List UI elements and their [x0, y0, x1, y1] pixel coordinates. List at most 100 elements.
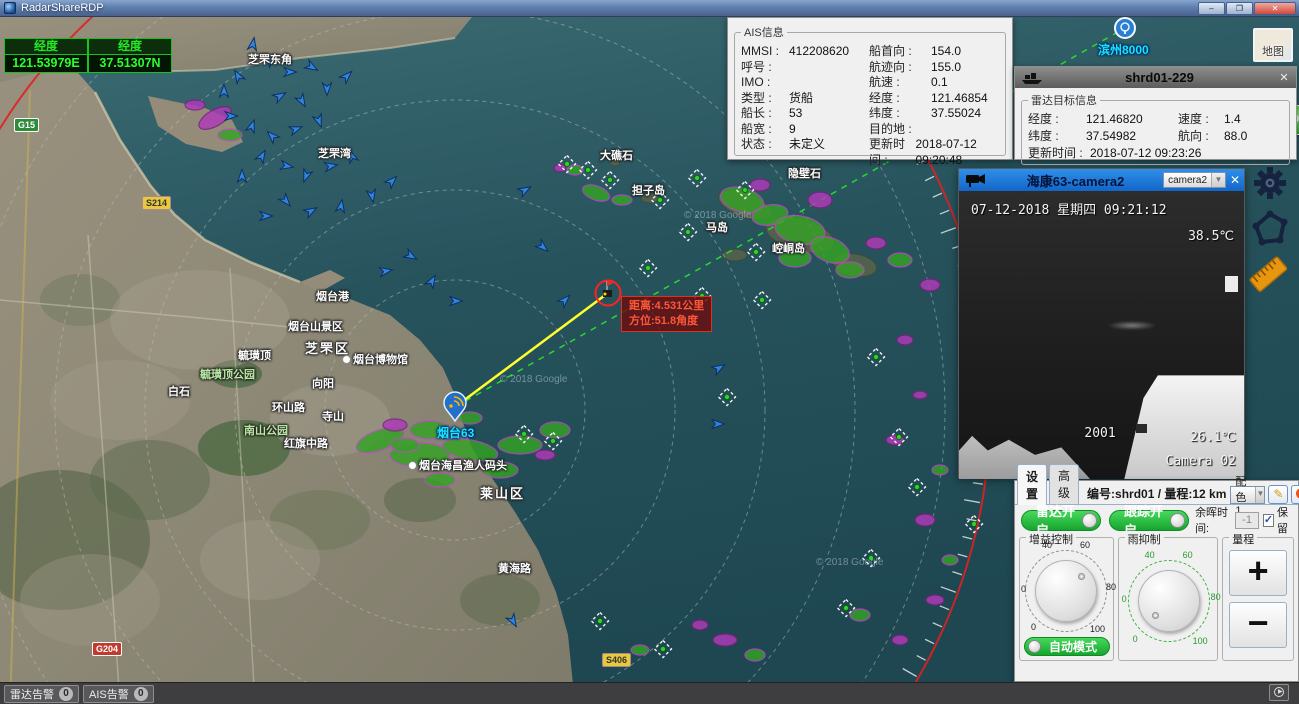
radar-alarm-label: 雷达告警 [10, 688, 54, 701]
record-playback-button[interactable]: ▶ [1269, 684, 1289, 701]
map-style-label: 地图 [1262, 46, 1284, 58]
field-row: 经度 : 121.46820 [1028, 112, 1178, 129]
camera-select[interactable]: camera2 ▼ [1163, 172, 1226, 188]
field-value: 1.4 [1224, 112, 1241, 126]
gain-knob[interactable] [1035, 560, 1097, 622]
range-minus-button[interactable]: − [1229, 602, 1288, 648]
minimize-button[interactable]: – [1198, 2, 1225, 15]
field-label: 类型 : [741, 90, 772, 105]
rain-knob-indicator [1151, 611, 1159, 619]
field-row: 航向 : 88.0 [1178, 129, 1283, 146]
color-scheme-select[interactable]: 配色1 ▼ [1230, 476, 1266, 517]
field-label: 船宽 : [741, 121, 772, 136]
field-value: 2018-07-12 09:20:48 [915, 137, 977, 167]
rain-suppression-group: 雨抑制 40 60 0 80 0 100 [1117, 531, 1221, 661]
field-label: IMO : [741, 75, 771, 89]
gain-tick: 80 [1106, 582, 1117, 592]
toggle-knob [1028, 640, 1041, 653]
radar-control-panel: 设置 高级 编号:shrd01 / 量程:12 km 配色1 ▼ ✎ ✕ 雷达开… [1014, 464, 1299, 682]
gain-knob-indicator [1078, 573, 1085, 580]
gain-tick: 100 [1090, 624, 1106, 634]
camera-video-feed[interactable]: 07-12-2018 星期四 09:21:12 38.5℃ 2001 26.1℃… [959, 191, 1244, 479]
osd-camera-label: Camera 02 [1165, 454, 1236, 469]
field-label: 更新时间 : [869, 137, 906, 167]
ais-alarm-button[interactable]: AIS告警 0 [83, 684, 154, 703]
window-titlebar[interactable]: RadarShareRDP [0, 0, 1299, 17]
rain-tick: 60 [1182, 550, 1193, 560]
field-row: 航速 : 0.1 [869, 75, 999, 91]
rain-group-title: 雨抑制 [1124, 531, 1164, 547]
rain-tick: 0 [1132, 634, 1138, 644]
rain-tick-ring [1127, 560, 1210, 642]
field-row: 更新时间 : 2018-07-12 09:20:48 [869, 137, 999, 167]
close-button[interactable]: ✕ [1254, 2, 1296, 15]
camera-close-icon[interactable]: ✕ [1229, 173, 1241, 187]
field-value: 121.46820 [1086, 112, 1143, 126]
record-button[interactable] [1291, 485, 1299, 504]
radar-power-toggle[interactable]: 雷达开启 [1021, 504, 1102, 538]
camera-title: 海康63-camera2 [1026, 173, 1125, 189]
map-style-button[interactable]: 地图 [1253, 28, 1293, 62]
field-value: 0.1 [931, 75, 948, 89]
field-value: 154.0 [931, 44, 962, 58]
field-row: 经度 : 121.46854 [869, 91, 999, 107]
radar-target-group-title: 雷达目标信息 [1031, 95, 1097, 107]
field-label: 目的地 : [869, 121, 912, 136]
ais-panel-title: AIS信息 [744, 27, 784, 39]
field-label: MMSI : [741, 44, 779, 58]
camera-icon [966, 174, 985, 187]
afterglow-input[interactable]: -1 [1235, 511, 1259, 529]
lon-value: 121.53979E [4, 55, 88, 73]
radar-id-range-label: 编号:shrd01 / 量程:12 km [1087, 487, 1227, 501]
radar-target-time-row: 更新时间 : 2018-07-12 09:23:26 [1028, 146, 1283, 162]
osd-temp-bottom: 26.1℃ [1190, 430, 1236, 445]
camera-panel-header[interactable]: 海康63-camera2 camera2 ▼ ✕ [959, 169, 1244, 191]
field-value: 53 [789, 106, 803, 120]
thermal-building-window [1136, 423, 1148, 433]
field-label: 船长 : [741, 106, 772, 120]
range-plus-button[interactable]: + [1229, 550, 1288, 596]
field-label: 纬度 : [1028, 129, 1059, 143]
app-icon [4, 2, 16, 14]
ais-info-panel: AIS信息 MMSI : 412208620 呼号 : IMO : 类型 : 货船 船长 :… [727, 17, 1013, 167]
thermal-white-square [1225, 276, 1238, 292]
rain-knob[interactable] [1137, 570, 1200, 632]
rain-tick: 100 [1192, 636, 1208, 646]
ais-alarm-count: 0 [133, 686, 148, 701]
field-row: 船长 : 53 [741, 106, 869, 122]
field-value: 2018-07-12 09:23:26 [1090, 146, 1202, 160]
auto-mode-toggle[interactable]: 自动模式 [1024, 637, 1111, 656]
lon-header: 经度 [4, 38, 88, 55]
range-group-title: 量程 [1229, 531, 1258, 547]
radar-target-right-column: 速度 : 1.4 航向 : 88.0 [1178, 112, 1283, 146]
tab-advanced[interactable]: 高级 [1049, 464, 1080, 504]
field-value: 121.46854 [931, 90, 988, 105]
field-row: 速度 : 1.4 [1178, 112, 1283, 129]
alarm-bar: 雷达告警 0 AIS告警 0 [0, 682, 1299, 704]
field-row: MMSI : 412208620 [741, 44, 869, 60]
field-label: 纬度 : [869, 106, 900, 120]
toggle-knob [1170, 512, 1186, 528]
radar-target-header[interactable]: shrd01-229 ✕ [1015, 67, 1296, 88]
radar-alarm-button[interactable]: 雷达告警 0 [4, 684, 79, 703]
restore-button[interactable]: ❐ [1226, 2, 1253, 15]
radar-target-close-icon[interactable]: ✕ [1279, 72, 1289, 84]
rain-tick: 80 [1210, 592, 1221, 602]
measure-bearing: 方位:51.8角度 [629, 315, 699, 327]
gain-tick: 40 [1042, 540, 1053, 550]
ruler-measure-icon[interactable] [1246, 252, 1292, 303]
cursor-coordinates: 经度 121.53979E 经度 37.51307N [4, 38, 172, 73]
tab-settings[interactable]: 设置 [1017, 464, 1048, 505]
radar-target-panel: shrd01-229 ✕ 雷达目标信息 经度 : 121.46820 纬度 : 37.… [1014, 66, 1297, 165]
settings-gear-icon[interactable] [1251, 163, 1289, 208]
osd-temp-top: 38.5℃ [1188, 229, 1234, 244]
osd-datetime: 07-12-2018 星期四 09:21:12 [971, 203, 1167, 218]
radar-target-left-column: 经度 : 121.46820 纬度 : 37.54982 [1028, 112, 1178, 146]
tracking-toggle[interactable]: 跟踪开启 [1109, 504, 1190, 538]
afterglow-label: 余晖时间: [1195, 507, 1229, 535]
brush-tool-button[interactable]: ✎ [1268, 485, 1289, 504]
keep-checkbox[interactable]: ✓ [1262, 513, 1275, 527]
ais-left-column: MMSI : 412208620 呼号 : IMO : 类型 : 货船 船长 : 53 船宽 :… [741, 44, 869, 153]
field-value: 88.0 [1224, 129, 1248, 143]
polygon-area-icon[interactable] [1252, 210, 1288, 253]
